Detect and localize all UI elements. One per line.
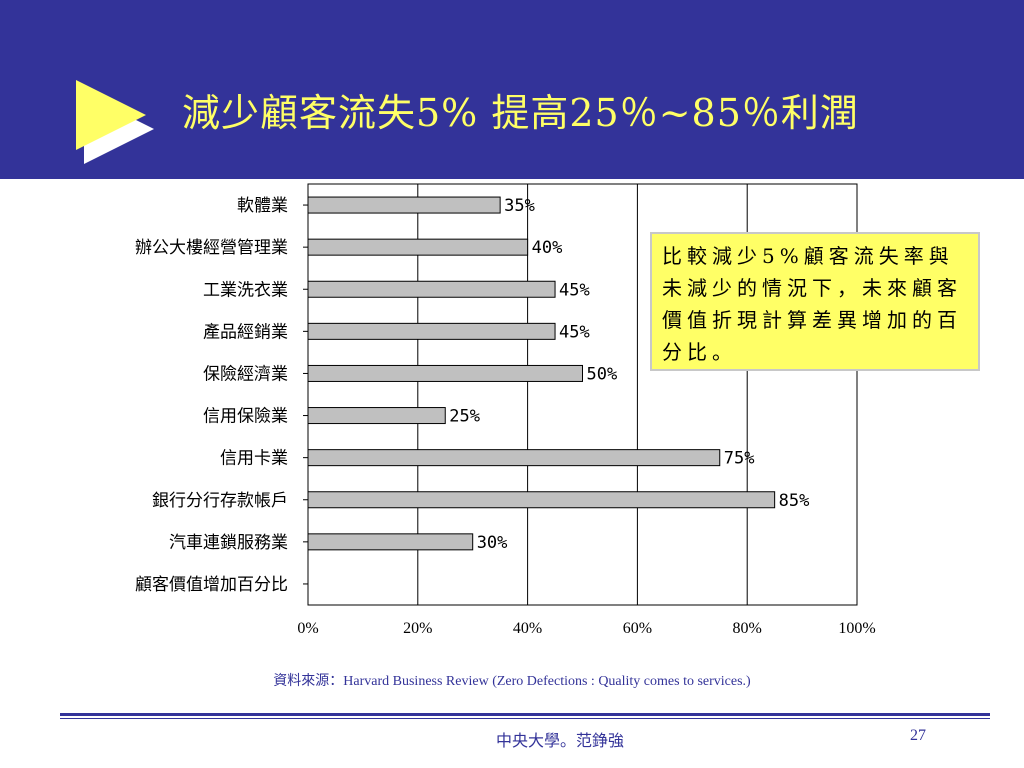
category-label: 汽車連鎖服務業: [169, 533, 288, 553]
category-label: 軟體業: [237, 196, 288, 216]
data-label: 75%: [724, 449, 755, 469]
plot-area-frame: [307, 183, 858, 606]
bar: [307, 238, 529, 256]
category-label: 辦公大樓經營管理業: [135, 238, 288, 258]
bar: [307, 533, 474, 551]
footer-divider: [60, 713, 990, 716]
bar: [307, 280, 556, 298]
page-number: 27: [910, 727, 926, 744]
category-label: 工業洗衣業: [203, 280, 288, 300]
data-label: 25%: [449, 407, 480, 427]
play-triangle-icon: [76, 80, 154, 164]
chart-data-labels: 35% 40% 45% 45% 50% 25% 75% 85% 30%: [449, 196, 809, 553]
data-label: 35%: [504, 196, 535, 216]
data-label: 45%: [559, 280, 590, 300]
bar: [307, 491, 776, 509]
annotation-note: 比較減少5%顧客流失率與未減少的情況下，未來顧客價值折現計算差異增加的百分比。: [650, 232, 980, 371]
footer-author: 中央大學。范錚強: [495, 731, 624, 750]
bar-chart: 軟體業辦公大樓經營管理業工業洗衣業產品經銷業保險經濟業信用保險業信用卡業銀行分行…: [135, 183, 876, 637]
category-label: 信用保險業: [203, 407, 288, 427]
x-tick-label: 100%: [838, 620, 875, 637]
bar: [307, 364, 583, 382]
data-label: 85%: [779, 491, 810, 511]
x-tick-label: 40%: [513, 620, 542, 637]
bar: [307, 196, 501, 214]
chart-x-tick-labels: 0% 20% 40% 60% 80% 100%: [297, 620, 875, 637]
bar: [307, 449, 721, 467]
source-citation: 資料來源：Harvard Business Review (Zero Defec…: [273, 674, 751, 689]
x-tick-label: 60%: [623, 620, 652, 637]
category-label: 銀行分行存款帳戶: [152, 491, 288, 511]
slide-title: 減少顧客流失5% 提高25％~85％利潤: [182, 91, 859, 135]
chart-category-labels: 軟體業辦公大樓經營管理業工業洗衣業產品經銷業保險經濟業信用保險業信用卡業銀行分行…: [135, 196, 288, 595]
x-tick-label: 0%: [297, 620, 318, 637]
bar: [307, 322, 556, 340]
x-tick-label: 20%: [403, 620, 432, 637]
data-label: 40%: [532, 238, 563, 258]
data-label: 30%: [477, 533, 508, 553]
footer-divider-thin: [60, 718, 990, 719]
category-label: 信用卡業: [220, 449, 288, 469]
category-label: 保險經濟業: [203, 364, 288, 384]
x-tick-label: 80%: [733, 620, 762, 637]
data-label: 50%: [587, 364, 618, 384]
category-label: 顧客價值增加百分比: [135, 575, 288, 595]
data-label: 45%: [559, 322, 590, 342]
category-label: 產品經銷業: [203, 322, 288, 342]
title-banner: [0, 0, 1024, 179]
bar: [307, 407, 446, 425]
